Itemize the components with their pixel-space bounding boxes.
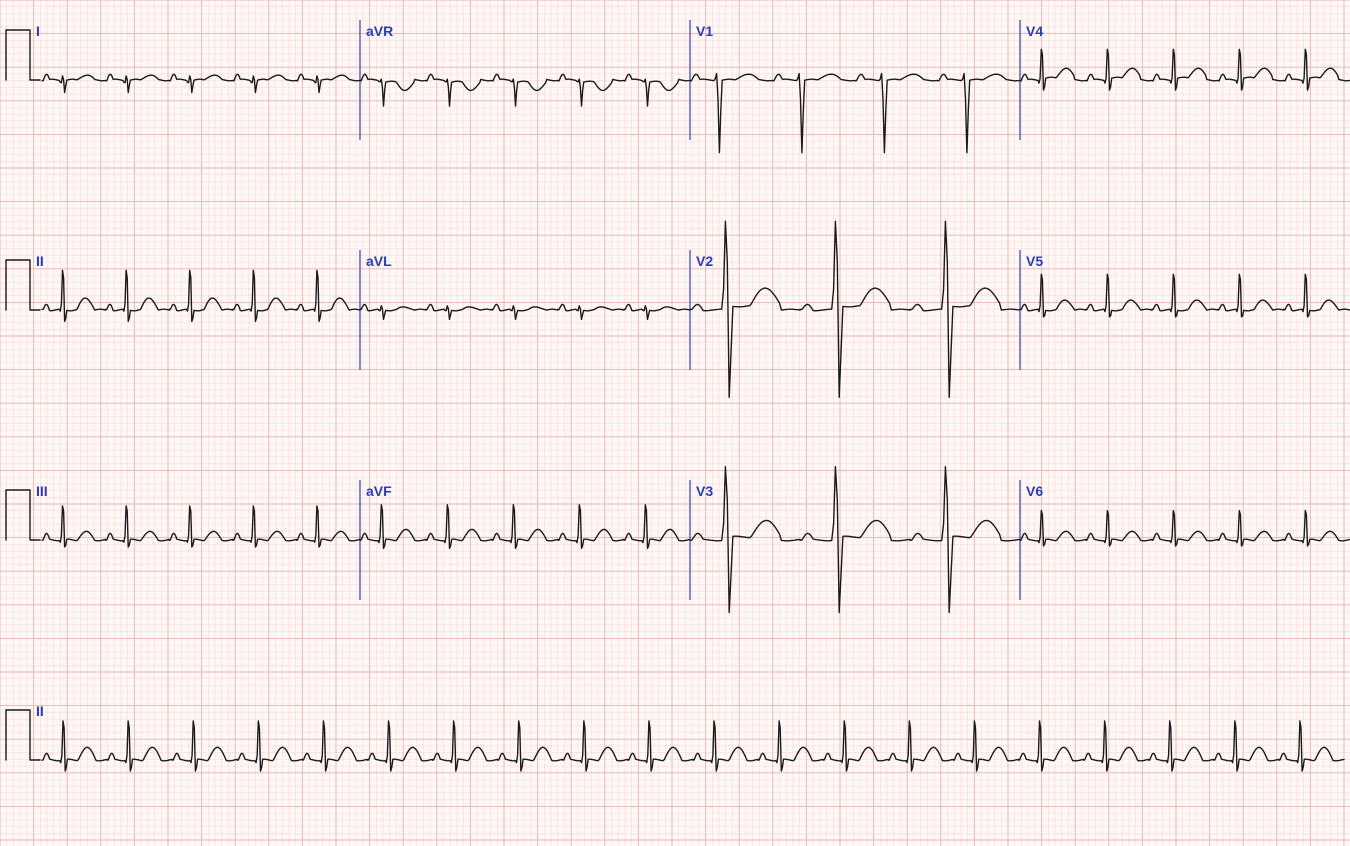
- lead-label-v1: V1: [696, 23, 713, 39]
- lead-label-v2: V2: [696, 253, 713, 269]
- ecg-strip: IaVR V1 V4 II aVL V2 V5 III aVF V3 V6 II: [0, 0, 1350, 846]
- lead-label-v5: V5: [1026, 253, 1043, 269]
- lead-label-v3: V3: [696, 483, 713, 499]
- lead-label-v6: V6: [1026, 483, 1043, 499]
- lead-label-iii: III: [36, 483, 48, 499]
- lead-label-ii: II: [36, 253, 44, 269]
- lead-label-avl: aVL: [366, 253, 392, 269]
- lead-label-ii: II: [36, 703, 44, 719]
- lead-label-avr: aVR: [366, 23, 393, 39]
- lead-label-v4: V4: [1026, 23, 1043, 39]
- lead-label-avf: aVF: [366, 483, 392, 499]
- lead-label-i: I: [36, 23, 40, 39]
